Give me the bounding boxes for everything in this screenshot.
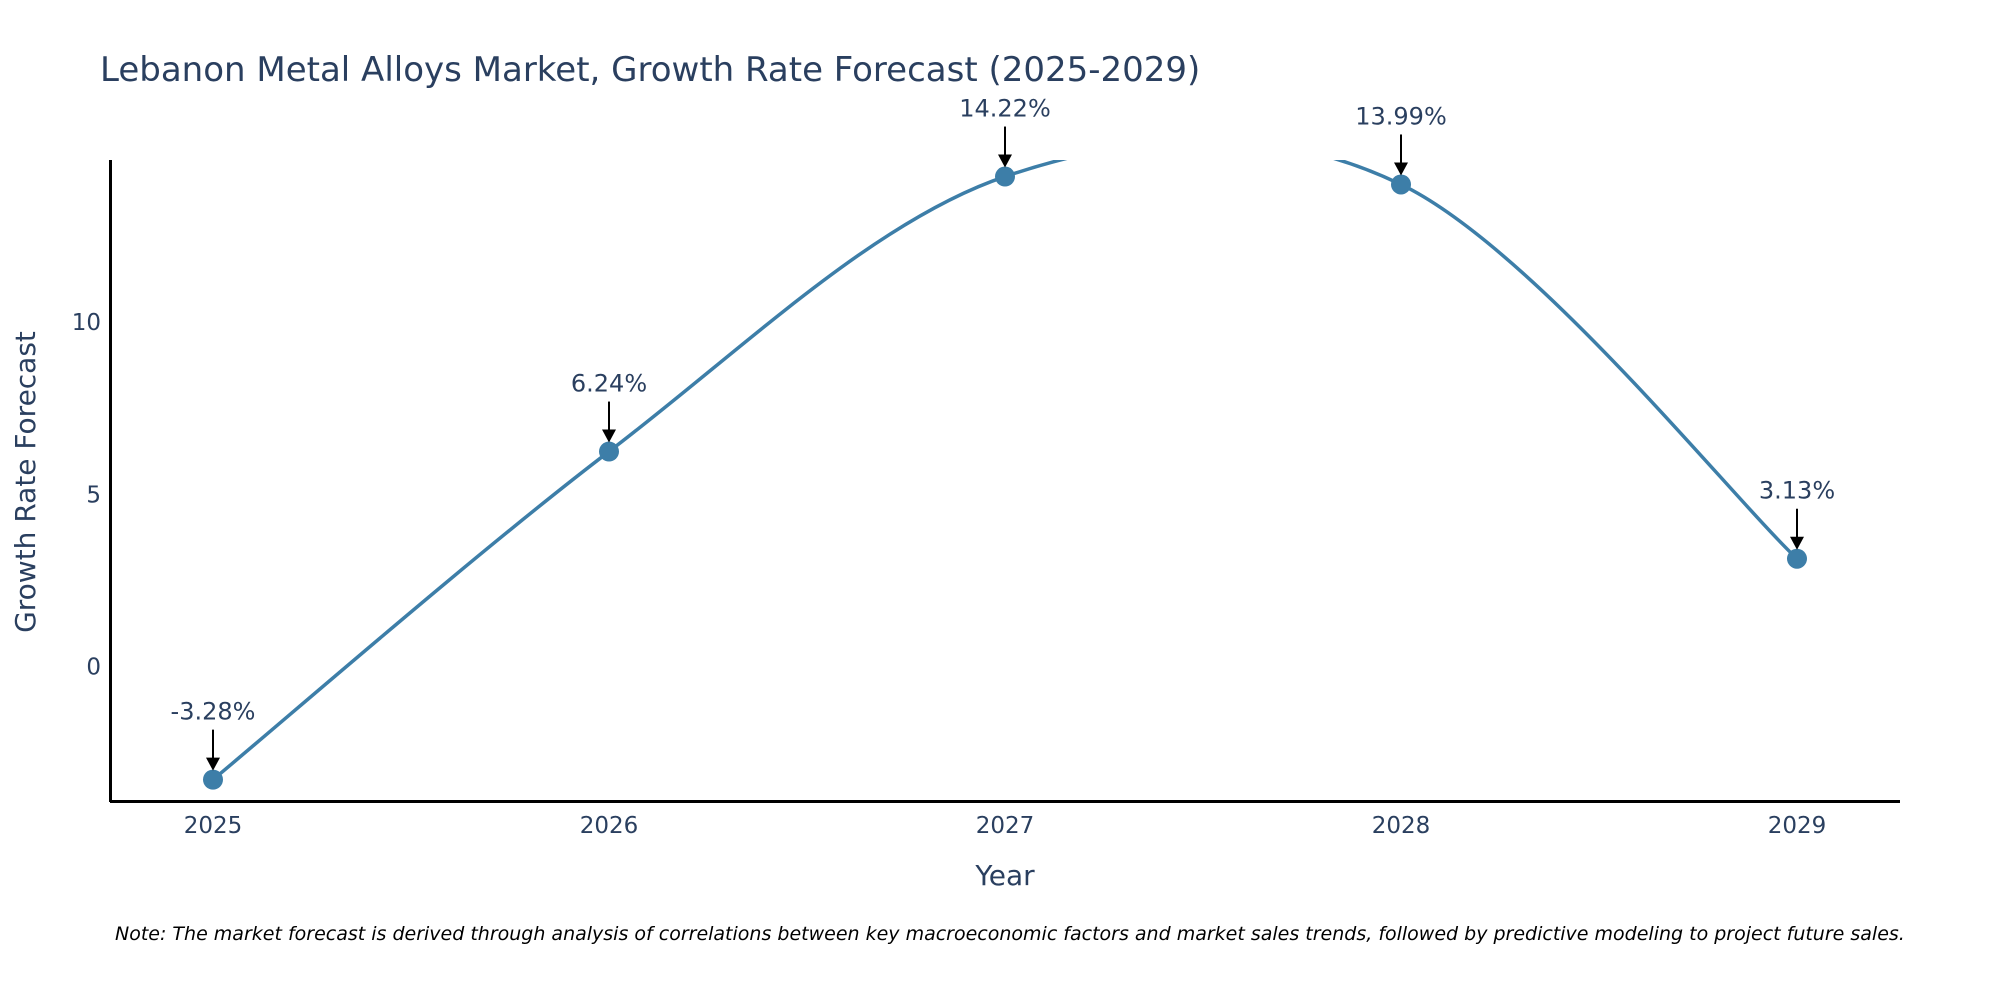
- x-tick-label-2025: 2025: [184, 813, 243, 839]
- y-axis-ticks: 0 5 10: [72, 310, 101, 681]
- annotation-arrow-head-2025: [206, 757, 220, 771]
- x-axis-title: Year: [974, 859, 1035, 892]
- x-tick-label-2029: 2029: [1768, 813, 1827, 839]
- y-axis-title: Growth Rate Forecast: [9, 331, 42, 633]
- chart-title: Lebanon Metal Alloys Market, Growth Rate…: [100, 50, 1200, 90]
- y-tick-label-5: 5: [86, 482, 101, 508]
- x-axis-ticks: 2025 2026 2027 2028 2029: [184, 813, 1827, 839]
- data-label-2027: 14.22%: [959, 95, 1051, 123]
- y-tick-label-10: 10: [72, 310, 101, 336]
- data-point-2029: [1787, 548, 1807, 569]
- data-label-2029: 3.13%: [1759, 477, 1835, 505]
- annotation-arrow-head-2028: [1394, 162, 1408, 176]
- data-point-2025: [203, 769, 223, 790]
- data-point-2026: [599, 441, 619, 462]
- data-label-2028: 13.99%: [1355, 102, 1447, 130]
- annotation-arrow-head-2029: [1790, 536, 1804, 550]
- x-tick-label-2027: 2027: [976, 813, 1035, 839]
- x-tick-label-2026: 2026: [580, 813, 639, 839]
- annotation-arrow-head-2027: [998, 154, 1012, 168]
- plot-area: -3.28% 6.24% 14.22% 13.99% 3.13%: [171, 95, 1835, 790]
- x-tick-label-2028: 2028: [1372, 813, 1431, 839]
- annotation-arrow-head-2026: [602, 429, 616, 443]
- data-point-2028: [1391, 174, 1411, 195]
- data-label-2025: -3.28%: [171, 698, 256, 726]
- y-tick-label-0: 0: [86, 655, 101, 681]
- series-line: [211, 160, 1799, 781]
- footnote: Note: The market forecast is derived thr…: [115, 923, 1905, 945]
- data-point-2027: [995, 166, 1015, 187]
- data-label-2026: 6.24%: [571, 370, 647, 398]
